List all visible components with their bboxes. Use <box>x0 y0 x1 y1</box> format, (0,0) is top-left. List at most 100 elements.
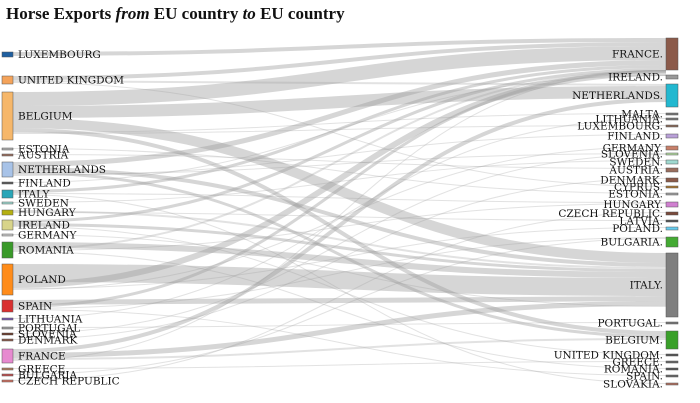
source-node-label: FRANCE <box>18 351 66 363</box>
target-node-label: ESTONIA. <box>608 189 663 201</box>
source-node-label: SWEDEN <box>18 198 69 210</box>
flow-link <box>12 309 667 376</box>
source-node-label: AUSTRIA <box>17 150 69 162</box>
target-node-label: MALTA. <box>621 109 663 121</box>
source-node-bar[interactable] <box>1 147 14 151</box>
flow-link <box>12 65 667 193</box>
title-part-from: from <box>115 4 150 23</box>
target-node-bar[interactable] <box>665 382 679 386</box>
target-node-bar[interactable] <box>665 192 679 196</box>
target-node-bar[interactable] <box>665 321 679 325</box>
target-node-label: DENMARK. <box>600 175 663 187</box>
target-node-bar[interactable] <box>665 112 679 116</box>
source-node-label: IRELAND <box>18 220 70 232</box>
target-node-label: CYPRUS. <box>614 182 663 194</box>
source-node-bar[interactable] <box>1 201 14 205</box>
flow-link <box>12 68 667 223</box>
flow-link <box>12 148 667 194</box>
target-node-bar[interactable] <box>665 83 679 108</box>
flow-link <box>12 234 667 307</box>
source-node-bar[interactable] <box>1 181 14 185</box>
source-node-bar[interactable] <box>1 299 14 313</box>
source-node-bar[interactable] <box>1 189 14 199</box>
flow-link <box>12 210 667 269</box>
source-node-bar[interactable] <box>1 317 14 321</box>
target-node-bar[interactable] <box>665 236 679 248</box>
source-node-bar[interactable] <box>1 233 14 237</box>
target-node-label: SPAIN. <box>626 371 663 383</box>
target-node-bar[interactable] <box>665 152 679 156</box>
flow-link <box>12 154 667 169</box>
source-node-label: POLAND <box>18 274 66 286</box>
target-node-label: IRELAND. <box>608 72 663 84</box>
title-part-to: to <box>242 4 256 23</box>
target-node-bar[interactable] <box>665 37 679 71</box>
flow-link <box>12 134 667 176</box>
flow-links <box>12 38 667 384</box>
flow-link <box>12 75 667 183</box>
flow-link <box>12 146 667 290</box>
flow-link <box>12 242 667 278</box>
target-node-bar[interactable] <box>665 211 679 216</box>
target-node-bar[interactable] <box>665 374 679 378</box>
target-node-bar[interactable] <box>665 226 679 231</box>
flow-link <box>12 46 667 106</box>
source-node-label: SPAIN <box>18 301 52 313</box>
source-node-bar[interactable] <box>1 379 14 383</box>
source-node-label: DENMARK <box>18 335 78 347</box>
target-node-label: HUNGARY. <box>603 199 663 211</box>
target-node-label: NETHERLANDS. <box>572 90 663 102</box>
source-node-bar[interactable] <box>1 219 14 231</box>
source-node-label: BELGIUM <box>18 111 73 123</box>
target-node-bar[interactable] <box>665 124 679 128</box>
flow-link <box>12 70 667 288</box>
source-node-bar[interactable] <box>1 209 14 216</box>
target-node-bar[interactable] <box>665 219 679 223</box>
source-node-bar[interactable] <box>1 91 14 141</box>
flow-link <box>12 118 667 319</box>
target-node-bar[interactable] <box>665 145 679 151</box>
flow-link <box>12 212 667 221</box>
source-node-bar[interactable] <box>1 153 14 157</box>
target-node-bar[interactable] <box>665 353 679 357</box>
source-node-bar[interactable] <box>1 332 14 336</box>
source-node-label: ITALY <box>18 189 50 201</box>
source-node-bar[interactable] <box>1 51 14 58</box>
target-node-label: AUSTRIA. <box>608 165 663 177</box>
target-node-bar[interactable] <box>665 117 679 121</box>
target-node-bar[interactable] <box>665 159 679 165</box>
source-node-bar[interactable] <box>1 348 14 364</box>
flow-link <box>12 296 667 305</box>
source-node-label: FINLAND <box>18 178 71 190</box>
target-node-bar[interactable] <box>665 133 679 139</box>
target-node-bar[interactable] <box>665 367 679 371</box>
target-node-bar[interactable] <box>665 167 679 173</box>
source-node-bar[interactable] <box>1 263 14 296</box>
flow-link <box>12 226 667 355</box>
target-node-bar[interactable] <box>665 74 679 80</box>
flow-link <box>12 167 667 267</box>
flow-link <box>12 301 667 358</box>
flow-link <box>12 251 667 369</box>
source-node-bar[interactable] <box>1 338 14 342</box>
target-node-bar[interactable] <box>665 252 679 318</box>
source-node-bar[interactable] <box>1 326 14 330</box>
source-node-bar[interactable] <box>1 75 14 85</box>
target-node-label: SLOVAKIA. <box>603 379 663 391</box>
target-node-bar[interactable] <box>665 201 679 208</box>
source-node-bar[interactable] <box>1 161 14 178</box>
source-node-label: NETHERLANDS <box>18 164 106 176</box>
target-node-bar[interactable] <box>665 177 679 183</box>
target-node-bar[interactable] <box>665 360 679 364</box>
title-part-5: EU country <box>255 4 345 23</box>
flow-link <box>12 70 667 308</box>
target-node-bar[interactable] <box>665 330 679 350</box>
source-node-bar[interactable] <box>1 373 14 377</box>
flow-link <box>12 70 667 250</box>
flow-link <box>12 60 667 167</box>
flow-link <box>12 154 667 334</box>
source-node-bar[interactable] <box>1 367 14 371</box>
target-node-bar[interactable] <box>665 185 679 189</box>
source-node-bar[interactable] <box>1 241 14 259</box>
